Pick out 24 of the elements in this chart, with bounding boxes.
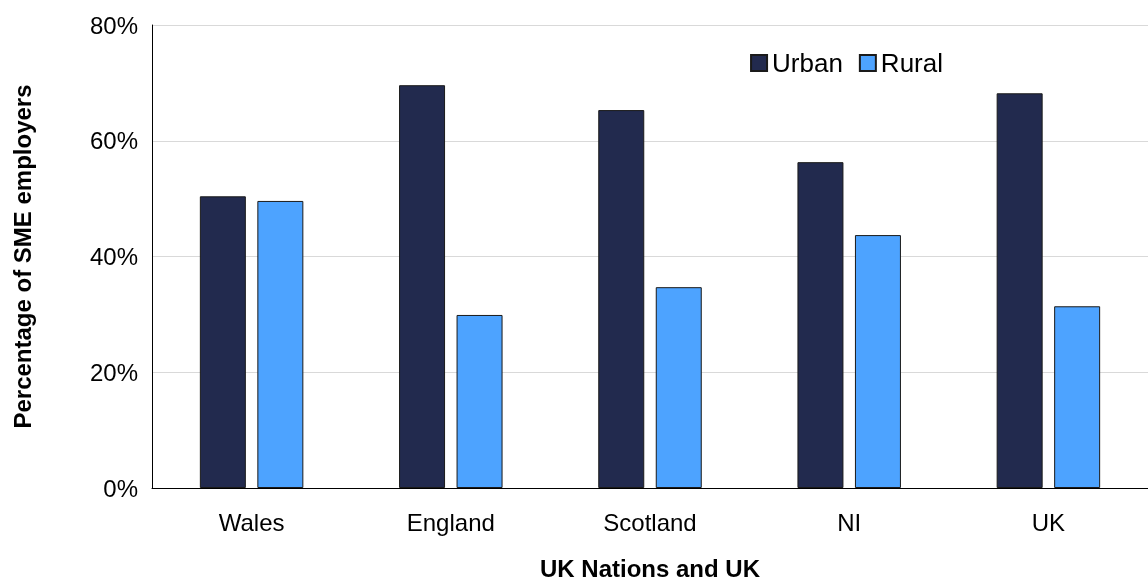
x-tick-label: Scotland bbox=[603, 508, 697, 536]
y-tick-label: 40% bbox=[89, 243, 138, 270]
bar bbox=[1054, 306, 1101, 488]
bar bbox=[598, 110, 645, 488]
legend-label: Urban bbox=[772, 48, 843, 78]
x-axis-title: UK Nations and UK bbox=[539, 554, 761, 582]
x-tick-label: UK bbox=[1031, 508, 1066, 536]
bar bbox=[854, 235, 901, 488]
bar bbox=[655, 287, 702, 488]
y-tick-label: 80% bbox=[89, 11, 138, 39]
bar bbox=[199, 196, 246, 488]
bar bbox=[399, 85, 446, 488]
bar bbox=[996, 93, 1043, 488]
y-tick-label: 60% bbox=[89, 127, 138, 155]
legend-label: Rural bbox=[880, 48, 944, 78]
bar bbox=[797, 162, 844, 488]
x-tick-label: NI bbox=[837, 508, 862, 536]
y-tick-label: 20% bbox=[89, 358, 138, 386]
y-axis-title: Percentage of SME employers bbox=[8, 84, 36, 429]
x-tick-label: Wales bbox=[218, 508, 285, 536]
bar bbox=[257, 200, 304, 488]
y-tick-label: 0% bbox=[103, 474, 138, 502]
bar bbox=[456, 314, 503, 488]
x-tick-label: England bbox=[406, 508, 495, 536]
